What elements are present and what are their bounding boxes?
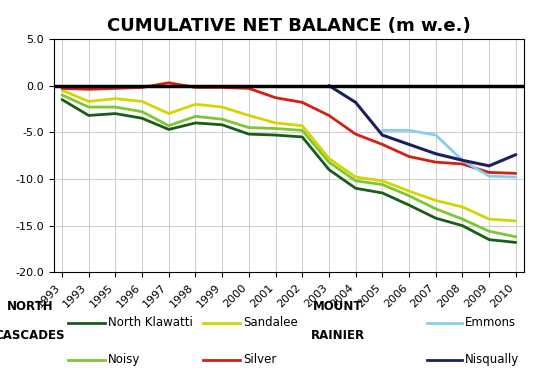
Text: North Klawatti: North Klawatti [108, 316, 193, 329]
Text: Silver: Silver [243, 353, 276, 366]
Text: Noisy: Noisy [108, 353, 140, 366]
Text: MOUNT: MOUNT [313, 300, 362, 313]
Text: Nisqually: Nisqually [464, 353, 518, 366]
Text: NORTH: NORTH [6, 300, 53, 313]
Text: Emmons: Emmons [464, 316, 516, 329]
Text: RAINIER: RAINIER [310, 329, 365, 342]
Text: Sandalee: Sandalee [243, 316, 298, 329]
Text: CASCADES: CASCADES [0, 329, 65, 342]
Title: CUMULATIVE NET BALANCE (m w.e.): CUMULATIVE NET BALANCE (m w.e.) [107, 17, 471, 35]
